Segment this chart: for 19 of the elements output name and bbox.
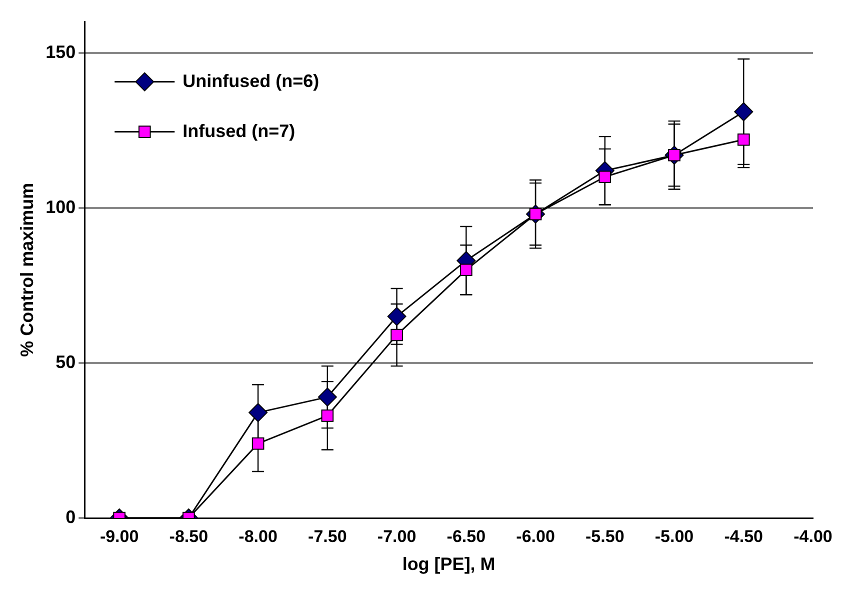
x-tick-label: -8.50 [169,526,208,546]
x-axis-title: log [PE], M [402,554,496,574]
x-tick-label: -7.50 [308,526,347,546]
y-tick-label: 100 [46,196,76,217]
x-tick-label: -4.00 [794,526,832,546]
legend-label: Uninfused (n=6) [182,70,320,91]
x-tick-label: -6.00 [516,526,555,546]
x-tick-label: -8.00 [238,526,278,546]
x-tick-label: -9.00 [100,526,139,546]
y-axis-title: % Control maximum [16,182,37,357]
legend-label: Infused (n=7) [182,120,296,141]
x-tick-label: -5.00 [654,526,694,546]
x-tick-label: -4.50 [724,526,764,546]
x-tick-label: -7.00 [377,526,416,546]
x-tick-label: -5.50 [586,526,624,546]
y-tick-label: 150 [46,42,76,62]
y-tick-label: 50 [56,352,76,372]
y-tick-label: 0 [66,506,76,527]
x-tick-label: -6.50 [446,526,486,546]
